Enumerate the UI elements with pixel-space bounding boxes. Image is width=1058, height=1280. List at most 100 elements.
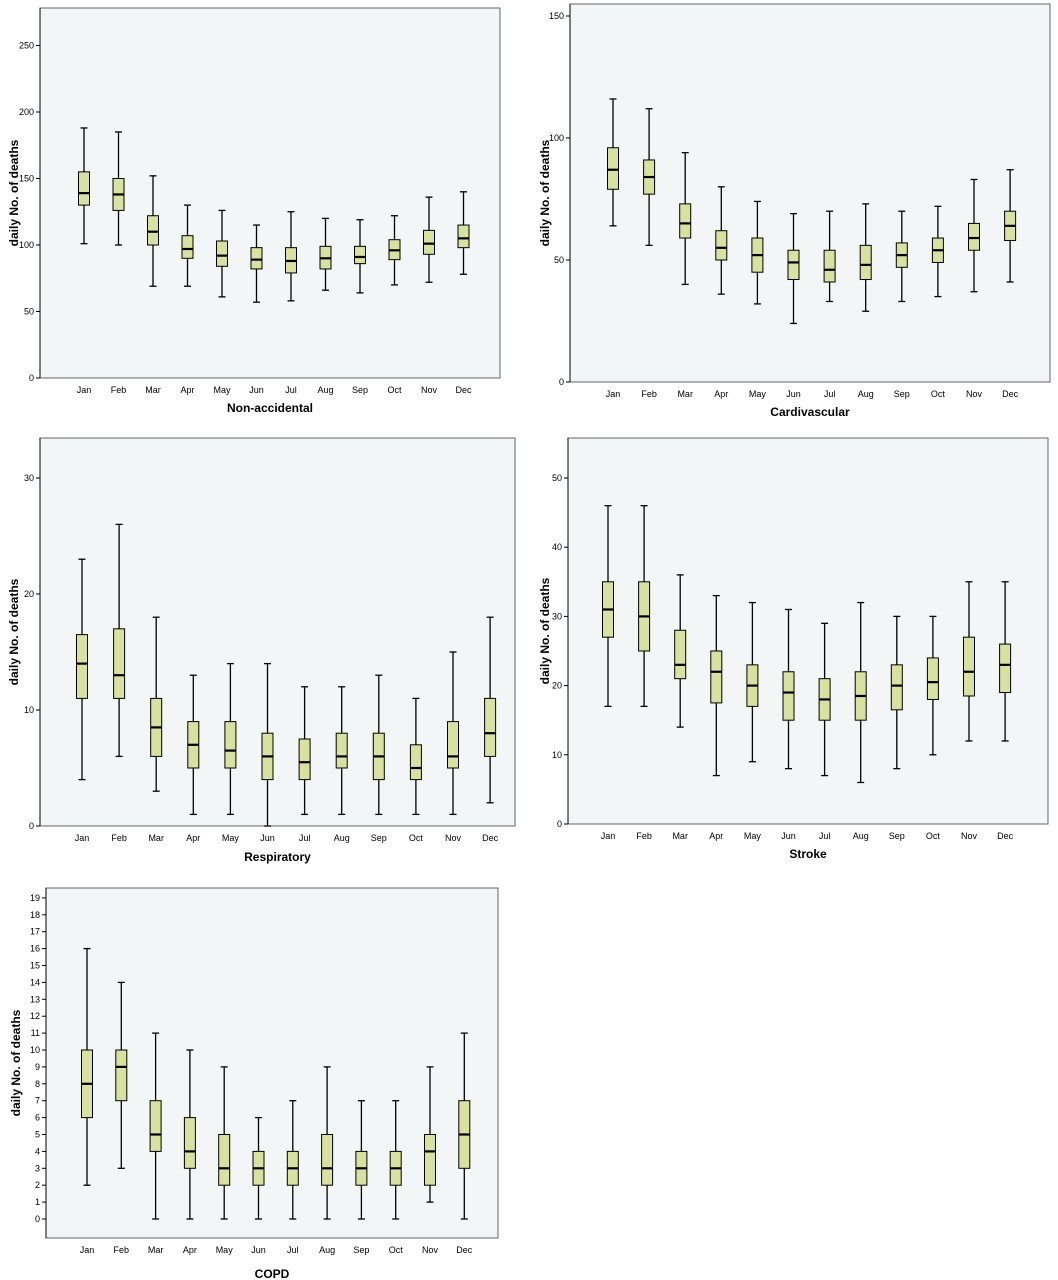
x-tick-label: Aug [853,831,869,841]
iqr-box [147,215,159,246]
box-mar [147,175,159,287]
iqr-box [484,697,497,757]
x-tick-label: Oct [387,385,402,395]
y-tick-label: 20 [552,681,562,691]
iqr-box [76,634,88,699]
y-tick-label: 5 [35,1130,40,1140]
y-tick-label: 15 [30,961,40,971]
iqr-box [354,245,366,265]
iqr-box [224,721,237,769]
iqr-box [782,671,795,721]
y-tick-label: 4 [35,1146,40,1156]
box-aug [854,601,867,784]
iqr-box [968,222,980,251]
x-axis-label: COPD [255,1267,290,1280]
y-tick-label: 0 [35,1214,40,1224]
y-tick-label: 10 [24,705,34,715]
x-tick-label: Nov [445,833,462,843]
x-tick-label: Sep [894,389,910,399]
x-tick-label: Feb [641,389,657,399]
iqr-box [890,664,903,711]
box-oct [926,615,939,756]
box-jun [261,662,274,827]
box-jan [602,505,614,708]
box-jun [250,224,263,303]
iqr-box [963,636,975,697]
box-dec [1004,169,1017,283]
x-tick-label: Apr [186,833,200,843]
x-tick-label: Jun [781,831,796,841]
x-tick-label: Sep [889,831,905,841]
x-tick-label: Dec [456,1245,473,1255]
box-oct [409,697,422,816]
box-aug [859,203,872,312]
iqr-box [321,1134,334,1186]
x-tick-label: Jul [285,385,297,395]
panel-cardivascular: 0 50 100 150 daily No. of deaths Cardivascula… [538,3,1051,419]
box-oct [389,1100,402,1220]
box-sep [895,210,908,303]
iqr-box [859,244,872,281]
box-nov [423,196,435,283]
x-tick-label: Feb [111,833,127,843]
panel-respiratory: 0 10 20 30 daily No. of deaths Respiratory Jan… [7,437,516,864]
iqr-box [447,721,459,769]
box-jan [78,127,90,245]
y-tick-label: 0 [559,377,564,387]
y-axis-label: daily No. of deaths [538,139,552,246]
x-tick-label: Jan [77,385,92,395]
x-tick-label: Feb [111,385,127,395]
iqr-box [823,249,836,283]
y-tick-label: 40 [552,542,562,552]
iqr-box [424,1134,436,1186]
y-tick-label: 50 [24,307,34,317]
box-nov [424,1066,436,1203]
box-jan [81,947,93,1186]
x-tick-label: Aug [334,833,350,843]
iqr-box [423,229,435,255]
iqr-box [999,643,1012,694]
box-dec [999,581,1012,742]
x-tick-label: Jul [299,833,311,843]
y-tick-label: 1 [35,1197,40,1207]
x-tick-label: Mar [677,389,693,399]
x-tick-label: May [222,833,240,843]
x-tick-label: Jan [606,389,621,399]
box-sep [890,615,903,770]
x-tick-label: May [744,831,762,841]
box-jan [76,558,88,781]
x-tick-label: Dec [482,833,499,843]
y-tick-label: 16 [30,944,40,954]
plot-area [39,7,501,379]
x-tick-label: Jun [260,833,275,843]
y-axis-label: daily No. of deaths [7,139,21,246]
x-tick-label: Apr [714,389,728,399]
x-tick-label: Mar [672,831,688,841]
iqr-box [115,1049,128,1102]
x-tick-label: Jan [80,1245,95,1255]
x-tick-label: Dec [455,385,472,395]
iqr-box [607,147,619,190]
box-aug [321,1066,334,1220]
box-sep [355,1100,368,1220]
y-tick-label: 200 [19,107,34,117]
x-tick-label: Jun [251,1245,266,1255]
box-nov [447,651,459,816]
y-tick-label: 17 [30,927,40,937]
x-tick-label: Dec [1002,389,1019,399]
x-tick-label: Sep [371,833,387,843]
x-tick-label: Aug [319,1245,335,1255]
y-tick-label: 2 [35,1180,40,1190]
box-oct [388,215,401,286]
x-tick-label: Oct [926,831,941,841]
box-dec [457,191,470,275]
y-axis-label: daily No. of deaths [538,577,552,684]
box-aug [335,686,348,816]
x-tick-label: Jun [786,389,801,399]
y-tick-label: 18 [30,910,40,920]
box-nov [963,581,975,742]
box-may [746,601,759,763]
box-jun [252,1116,265,1220]
y-tick-label: 150 [19,174,34,184]
